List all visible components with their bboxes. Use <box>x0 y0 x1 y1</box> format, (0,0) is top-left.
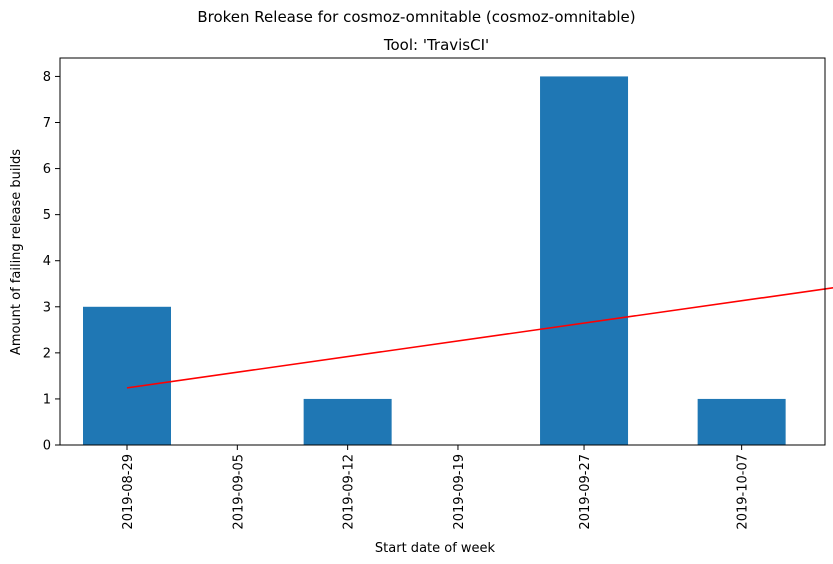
x-tick-label-2019-09-05: 2019-09-05 <box>231 454 246 530</box>
x-tick-label-2019-08-29: 2019-08-29 <box>121 454 136 530</box>
bars-layer <box>83 76 786 445</box>
trend-layer <box>126 287 833 389</box>
x-axis: 2019-08-29 2019-09-05 2019-09-12 2019-09-19… <box>121 445 751 530</box>
trend-line <box>126 287 833 389</box>
x-tick-label-2019-09-27: 2019-09-27 <box>578 454 593 530</box>
x-axis-label: Start date of week <box>375 541 496 556</box>
y-tick-label-6: 6 <box>43 162 51 177</box>
y-tick-label-3: 3 <box>43 300 51 315</box>
x-tick-label-2019-09-12: 2019-09-12 <box>342 454 357 530</box>
y-tick-label-5: 5 <box>43 208 51 223</box>
y-axis-label: Amount of failing release builds <box>9 149 24 355</box>
bar-2019-10-07 <box>697 398 786 445</box>
y-tick-label-1: 1 <box>43 392 51 407</box>
bar-2019-08-29 <box>83 306 171 445</box>
plot-frame <box>59 57 826 446</box>
x-tick-label-2019-10-07: 2019-10-07 <box>736 454 751 530</box>
y-tick-label-7: 7 <box>43 116 51 131</box>
bar-2019-09-27 <box>540 76 629 445</box>
chart-suptitle: Broken Release for cosmoz-omnitable (cos… <box>197 8 636 26</box>
chart-title: Tool: 'TravisCI' <box>383 36 490 54</box>
y-tick-label-4: 4 <box>43 254 51 269</box>
y-axis: 0 1 2 3 4 5 6 7 8 <box>43 70 60 454</box>
y-tick-label-8: 8 <box>43 70 51 85</box>
y-tick-label-0: 0 <box>43 439 51 454</box>
y-tick-label-2: 2 <box>43 346 51 361</box>
x-tick-label-2019-09-19: 2019-09-19 <box>452 454 467 530</box>
bar-2019-09-12 <box>303 398 392 445</box>
